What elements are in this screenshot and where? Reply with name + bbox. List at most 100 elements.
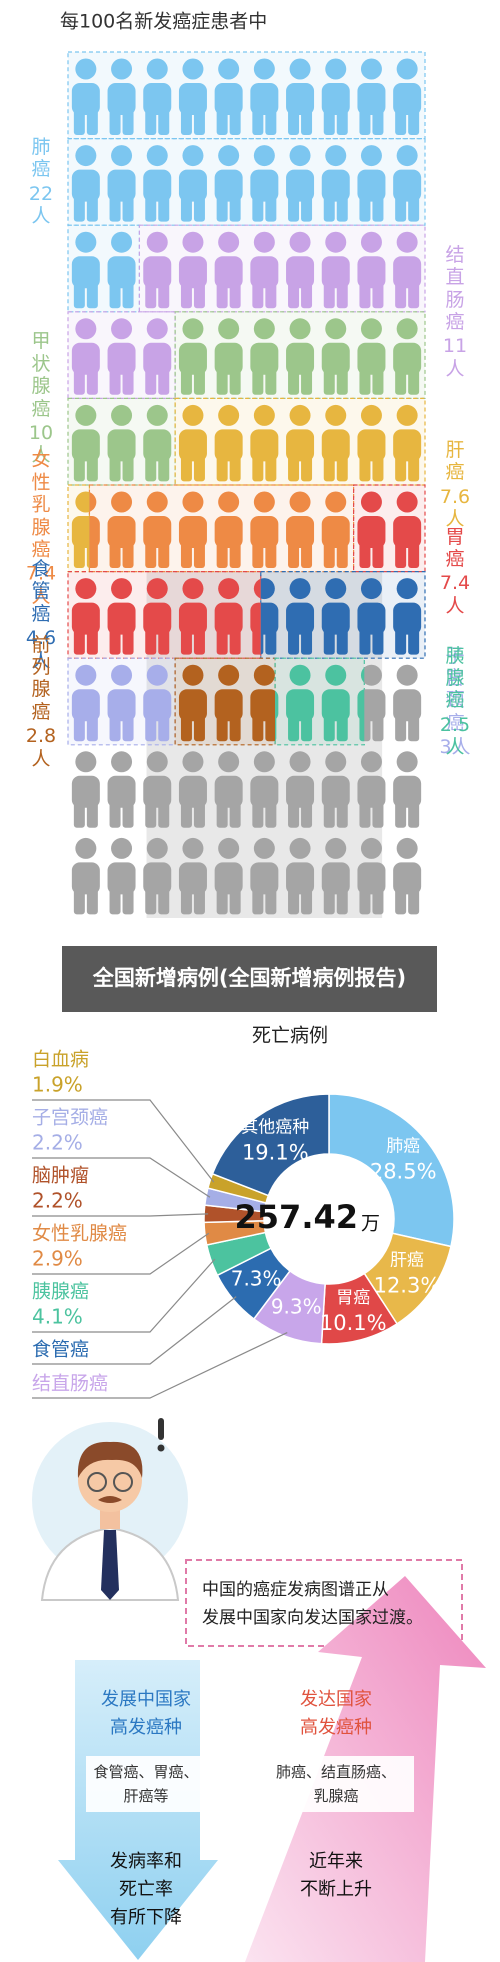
doctor-glasses: [113, 1472, 133, 1492]
side-cancers: 肺癌、结直肠癌、: [276, 1763, 396, 1781]
cancer-count: 2.8人: [25, 724, 57, 770]
side-trend: 发病率和: [110, 1851, 182, 1872]
cancer-name: 肺癌: [31, 136, 51, 181]
cancer-name: 胃癌: [445, 525, 465, 571]
slice-name: 食管癌: [32, 1339, 89, 1361]
people-group: [175, 311, 425, 399]
cancer-label: 甲状腺癌 10人: [20, 330, 62, 466]
cancer-name: 子宫颈癌: [445, 644, 465, 734]
slice-name: 肝癌: [390, 1250, 424, 1270]
people-group: [139, 225, 425, 312]
cancer-label: 女性乳腺癌 7.4人: [20, 449, 62, 608]
people-grid: [68, 52, 425, 918]
leader-line: [32, 1258, 216, 1333]
side-heading: 发展中国家: [101, 1689, 191, 1710]
cancer-count: 22人: [28, 182, 54, 228]
caption: 全国新增病例(全国新增病例报告): [62, 946, 437, 1012]
cancer-count: 7.6人: [439, 486, 471, 531]
slice-name: 子宫颈癌: [32, 1107, 108, 1129]
cancer-label: 结直肠癌 11人: [434, 244, 476, 380]
people-group: [68, 658, 176, 745]
side-cancers: 食管癌、胃癌、: [93, 1763, 198, 1781]
cancer-name: 甲状腺癌: [31, 330, 51, 420]
leader-line: [32, 1213, 209, 1217]
people-group: [260, 571, 425, 659]
speech-text: 发展中国家向发达国家过渡。: [202, 1608, 423, 1628]
slice-value: 1.9%: [32, 1073, 83, 1097]
side-heading: 高发癌种: [300, 1717, 372, 1738]
cancer-label: 肝癌 7.6人: [434, 439, 476, 531]
exclamation: [158, 1418, 164, 1440]
side-cancers: 肝癌等: [123, 1787, 168, 1805]
people-group: [68, 398, 176, 485]
leader-line: [32, 1099, 215, 1183]
cancer-count: 3人: [439, 736, 471, 759]
slice-value: 28.5%: [370, 1160, 437, 1184]
people-group: [353, 485, 425, 572]
cancer-name: 结直肠癌: [445, 243, 465, 333]
people-group: [68, 485, 90, 572]
slice-value: 4.1%: [32, 1305, 83, 1329]
side-heading: 高发癌种: [110, 1717, 182, 1738]
slice-value: 12.3%: [374, 1273, 441, 1297]
cancer-label: 食管癌 4.6人: [20, 558, 62, 672]
cancer-name: 前列腺癌: [31, 633, 51, 723]
side-trend: 不断上升: [300, 1879, 372, 1900]
exclamation: [157, 1444, 165, 1452]
slice-value: 7.3%: [231, 1266, 282, 1290]
pie-slice: [328, 1093, 455, 1248]
cancer-label: 肺癌 22人: [20, 136, 62, 228]
cancer-name: 女性乳腺癌: [31, 448, 51, 561]
slice-value: 2.2%: [32, 1189, 83, 1213]
slice-value: 9.3%: [271, 1295, 322, 1319]
slice-name: 脑肿瘤: [32, 1165, 89, 1187]
people-group: [68, 225, 140, 312]
cancer-count: 7.4人: [439, 572, 471, 617]
cancer-count: 10人: [28, 421, 54, 467]
side-trend: 死亡率: [119, 1879, 173, 1900]
cancer-label: 前列腺癌 2.8人: [20, 633, 62, 769]
cancer-count: 4.6人: [25, 627, 57, 672]
doctor-tie: [101, 1530, 119, 1600]
cancer-label: 子宫颈癌 3人: [434, 644, 476, 758]
cancer-count: 2.5人: [439, 713, 471, 759]
cancer-label: 胰腺癌 2.5人: [434, 644, 476, 758]
slice-name: 其他癌种: [241, 1118, 309, 1138]
people-group: [175, 398, 425, 485]
cancer-label: 胃癌 7.4人: [434, 526, 476, 618]
slice-name: 肺癌: [386, 1137, 420, 1157]
people-group: [68, 52, 425, 139]
cancer-count: 7.4人: [25, 562, 57, 608]
cancer-count: 11人: [442, 335, 468, 380]
center-unit: 万: [361, 1213, 380, 1235]
slice-value: 19.1%: [242, 1141, 309, 1165]
slice-value: 2.2%: [32, 1131, 83, 1155]
center-value: 257.42: [235, 1198, 358, 1236]
slice-value: 10.1%: [320, 1311, 387, 1335]
people-group: [68, 138, 425, 226]
speech-text: 中国的癌症发病图谱正从: [202, 1580, 389, 1600]
cancer-name: 胰腺癌: [445, 644, 465, 712]
pie-title: 死亡病例: [252, 1025, 328, 1047]
side-heading: 发达国家: [300, 1689, 372, 1710]
slice-name: 结直肠癌: [32, 1373, 108, 1395]
people-group: [275, 658, 365, 745]
doctor-glasses: [87, 1472, 107, 1492]
side-cancers: 乳腺癌: [313, 1787, 358, 1805]
people-group: [175, 658, 276, 745]
leader-line: [32, 1296, 237, 1365]
people-group: [89, 485, 354, 572]
people-group: [68, 571, 261, 659]
slice-value: 2.9%: [32, 1247, 83, 1271]
leader-line: [32, 1157, 211, 1198]
slice-name: 女性乳腺癌: [32, 1223, 127, 1245]
slice-name: 白血病: [32, 1049, 89, 1071]
side-trend: 有所下降: [110, 1907, 182, 1928]
leader-line: [32, 1332, 288, 1399]
cancer-box: [258, 1756, 414, 1812]
pictograph-title: 每100名新发癌症患者中: [60, 11, 267, 33]
cancer-box: [86, 1756, 206, 1812]
doctor-head: [78, 1448, 142, 1512]
